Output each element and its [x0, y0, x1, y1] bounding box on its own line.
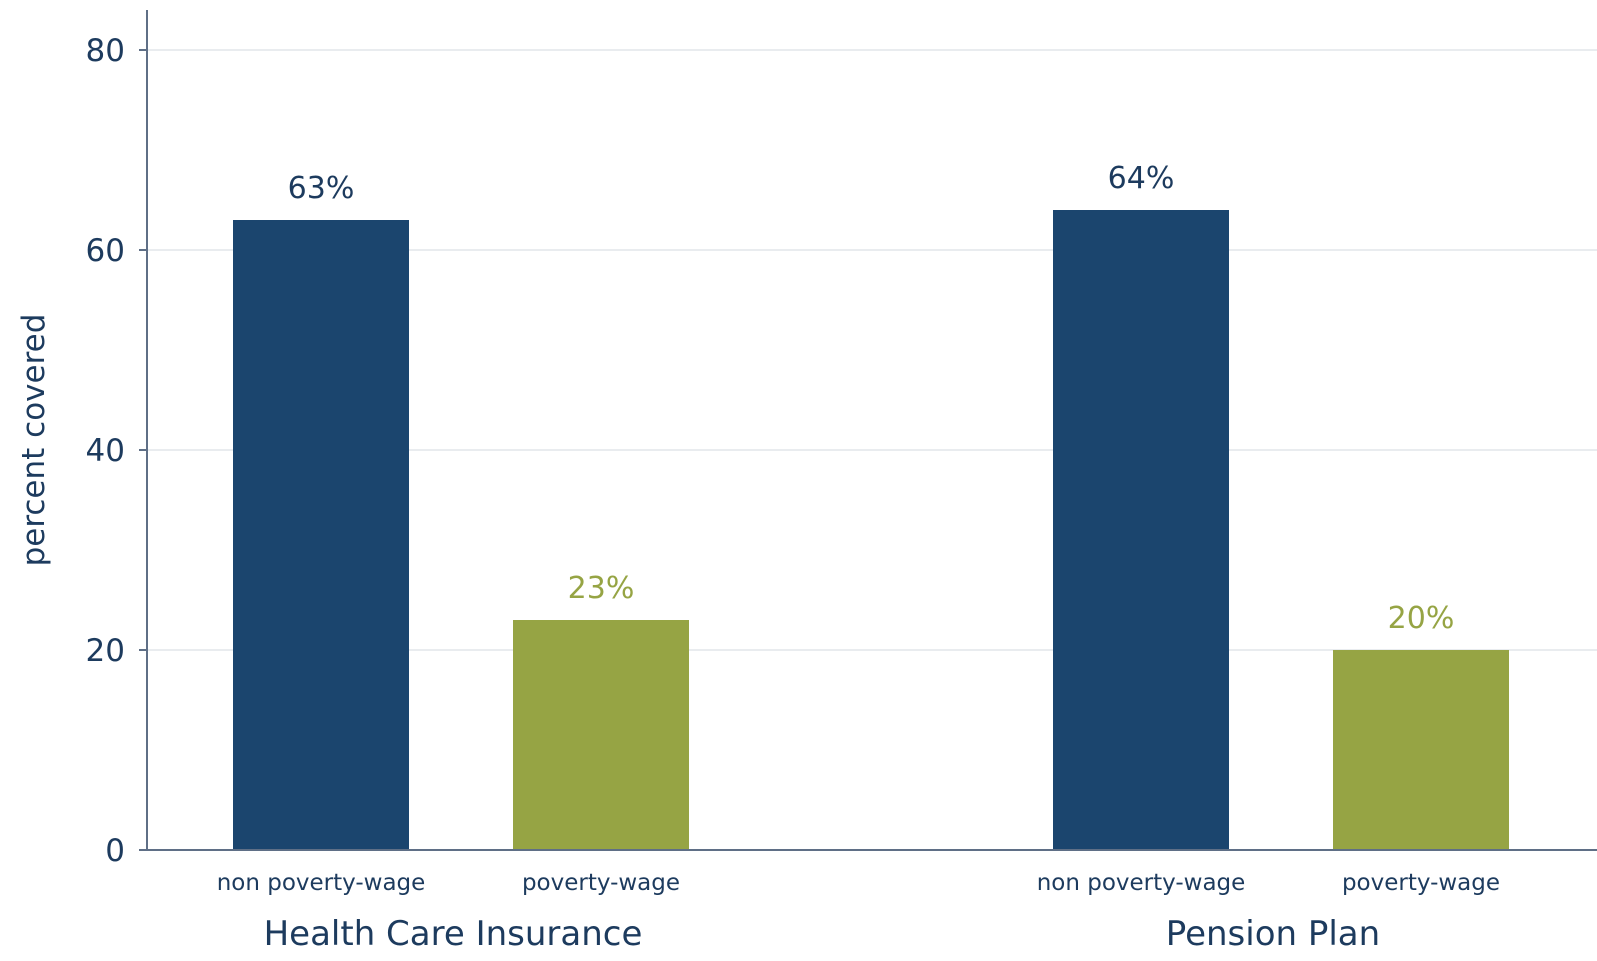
y-axis-label: percent covered — [16, 314, 52, 567]
labels: 0 20 40 60 80 63% non poverty-wage 23% poverty-w… — [86, 33, 1500, 954]
x-tick-label: non poverty-wage — [217, 870, 426, 896]
bar — [233, 220, 409, 850]
bars — [233, 210, 1509, 850]
axes — [139, 10, 1597, 851]
data-label: 63% — [288, 171, 355, 206]
x-tick-label: poverty-wage — [1342, 870, 1500, 896]
data-label: 64% — [1108, 161, 1175, 196]
y-tick-label: 20 — [86, 633, 125, 669]
data-label: 23% — [568, 571, 635, 606]
bar — [513, 620, 689, 850]
group-label: Pension Plan — [1166, 914, 1380, 954]
bar — [1053, 210, 1229, 850]
bar — [1333, 650, 1509, 850]
y-tick-label: 80 — [86, 33, 125, 69]
group-label: Health Care Insurance — [264, 914, 643, 954]
y-tick-label: 60 — [86, 233, 125, 269]
x-tick-label: poverty-wage — [522, 870, 680, 896]
y-tick-label: 40 — [86, 433, 125, 469]
y-tick-label: 0 — [105, 833, 125, 869]
x-tick-label: non poverty-wage — [1037, 870, 1246, 896]
data-label: 20% — [1388, 601, 1455, 636]
